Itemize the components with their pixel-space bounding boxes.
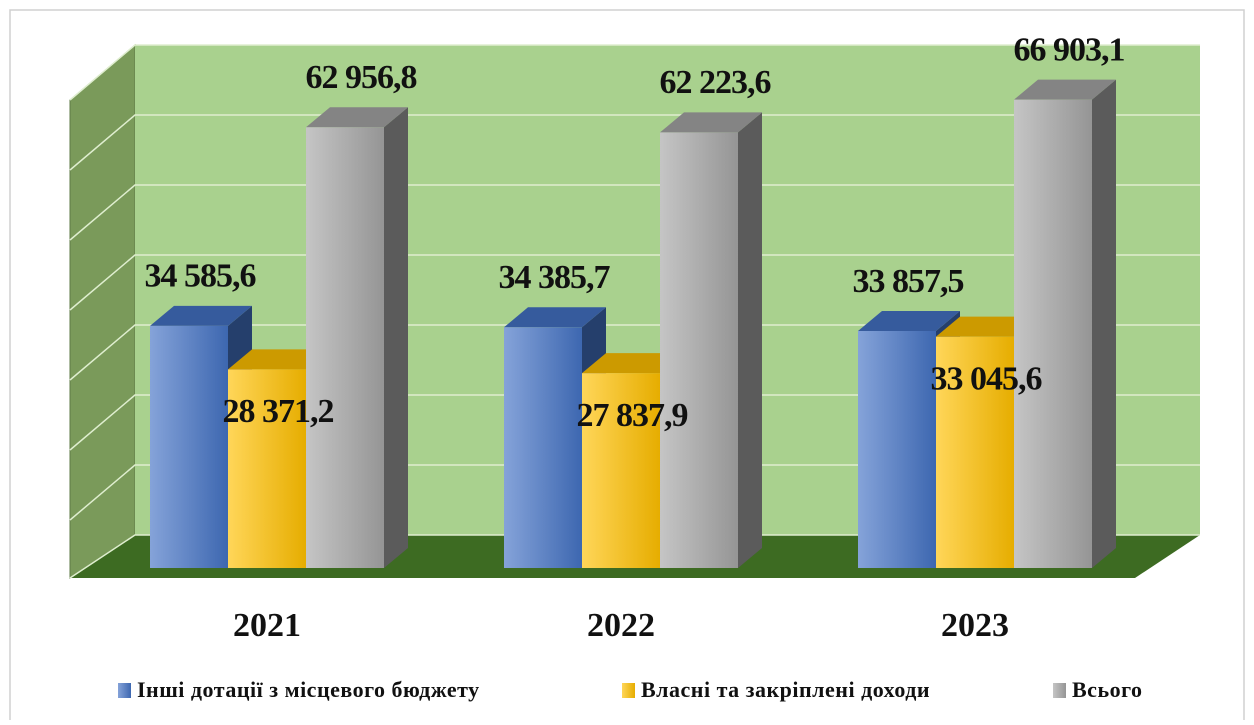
legend-label: Інші дотації з місцевого бюджету [137, 677, 480, 702]
bar-front [936, 336, 1014, 568]
bar-top [936, 316, 1038, 337]
bar-side [384, 107, 408, 568]
legend-swatch [118, 683, 131, 698]
bar-top [228, 349, 330, 370]
x-tick-label: 2023 [941, 607, 1009, 644]
grid-line [69, 394, 1200, 451]
grid-line [69, 44, 1200, 101]
bar-side [738, 112, 762, 568]
bar-top [504, 307, 606, 328]
data-label: 34 585,6 [145, 258, 256, 295]
grid-line [69, 534, 1200, 579]
bar-front [504, 327, 582, 568]
data-label: 33 045,6 [931, 360, 1042, 397]
grid-line [69, 254, 1200, 311]
bar-front [306, 127, 384, 568]
bar [306, 107, 408, 568]
x-tick-label: 2022 [587, 607, 655, 644]
data-label: 27 837,9 [577, 397, 688, 434]
bar-top [150, 305, 252, 326]
bar [660, 112, 762, 568]
bar-top [1014, 79, 1116, 100]
bar-top [582, 353, 684, 374]
data-label: 33 857,5 [853, 263, 964, 300]
bar-top [306, 107, 408, 128]
legend-swatch [1053, 683, 1066, 698]
legend-swatch [622, 683, 635, 698]
bar-top [858, 310, 960, 331]
grid-line [69, 464, 1200, 521]
data-label: 62 223,6 [660, 64, 771, 101]
bar [1014, 79, 1116, 569]
legend-label: Всього [1072, 677, 1143, 702]
data-label: 28 371,2 [223, 393, 334, 430]
grid-line [69, 324, 1200, 381]
data-label: 66 903,1 [1014, 31, 1125, 68]
bar-front [858, 330, 936, 568]
grid-line [69, 184, 1200, 241]
bar-front [228, 369, 306, 568]
bar-front [150, 325, 228, 568]
side-wall [69, 43, 136, 579]
legend-label: Власні та закріплені доходи [641, 677, 930, 702]
x-tick-label: 2021 [233, 607, 301, 644]
bar-front [1014, 99, 1092, 569]
grid-line [69, 114, 1200, 171]
bar-front [660, 132, 738, 568]
bar-top [660, 112, 762, 133]
data-label: 34 385,7 [499, 259, 611, 296]
bar-front [582, 373, 660, 568]
bar-side [1092, 79, 1116, 569]
data-label: 62 956,8 [306, 59, 417, 96]
